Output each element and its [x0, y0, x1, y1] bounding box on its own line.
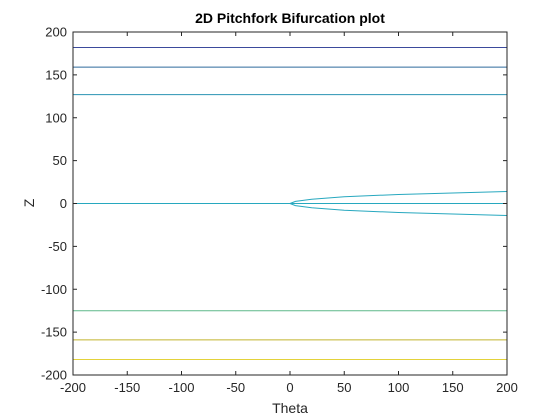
x-tick-label: 50: [337, 380, 351, 395]
x-axis-label: Theta: [272, 400, 308, 416]
x-tick-label: -150: [114, 380, 140, 395]
chart-title: 2D Pitchfork Bifurcation plot: [195, 10, 385, 26]
y-tick-label: 0: [60, 196, 67, 211]
x-tick-label: -200: [60, 380, 86, 395]
series-line-5: [289, 203, 508, 216]
y-axis-label: Z: [21, 198, 37, 207]
y-tick-label: 200: [45, 25, 67, 40]
y-tick-label: 150: [45, 67, 67, 82]
series-layer: [73, 46, 508, 361]
y-tick-label: -150: [41, 325, 67, 340]
series-line-4: [289, 190, 508, 204]
y-tick-label: 50: [53, 153, 67, 168]
x-tick-label: -50: [226, 380, 245, 395]
x-tick-label: 0: [286, 380, 293, 395]
y-tick-label: -50: [48, 239, 67, 254]
y-tick-label: -100: [41, 282, 67, 297]
x-tick-label: 150: [442, 380, 464, 395]
x-tick-label: 100: [388, 380, 410, 395]
x-tick-label: -100: [168, 380, 194, 395]
y-tick-label: -200: [41, 368, 67, 383]
y-tick-label: 100: [45, 110, 67, 125]
x-tick-label: 200: [496, 380, 518, 395]
tick-layer: -200 -150 -100 -50 0 50 100 150 200 -200 -150 -100 -…: [41, 25, 518, 396]
